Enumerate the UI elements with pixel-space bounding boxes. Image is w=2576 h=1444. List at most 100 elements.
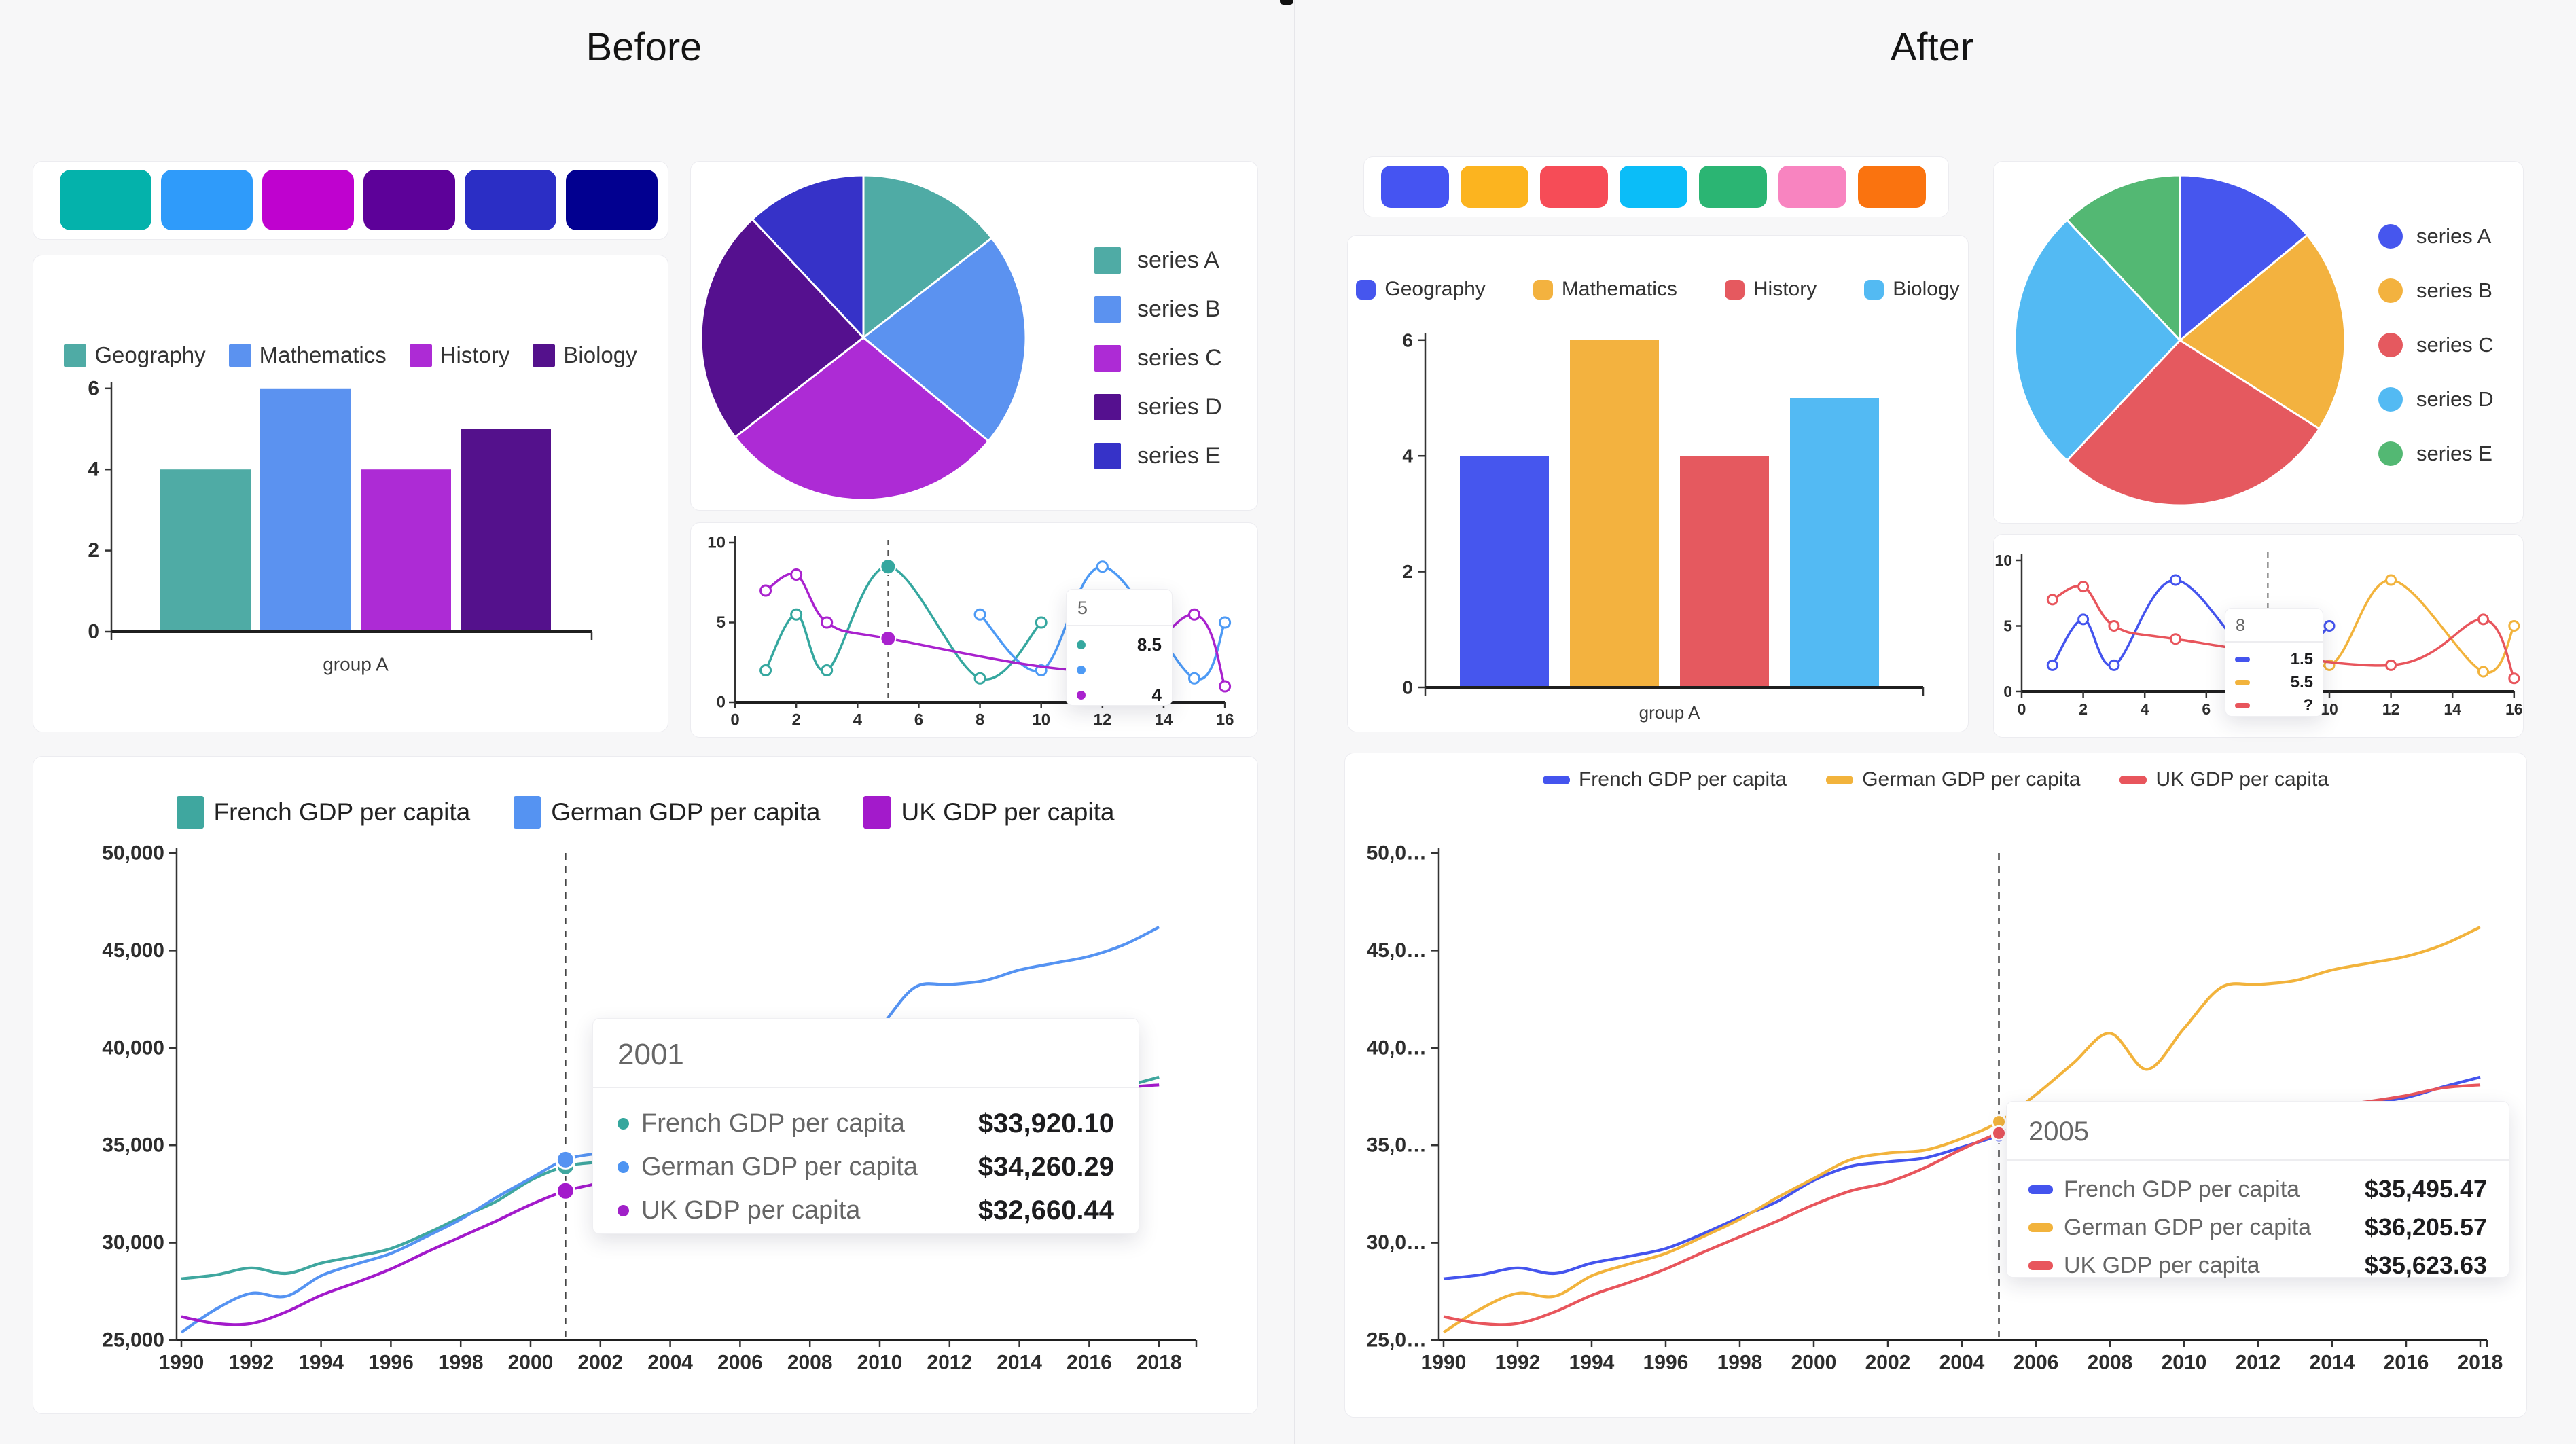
svg-text:1998: 1998: [438, 1352, 484, 1374]
svg-text:2: 2: [2079, 700, 2088, 718]
tooltip-value: 5.5: [2290, 673, 2313, 691]
legend-item-series-b[interactable]: series B: [1094, 296, 1222, 323]
legend-item-series-a[interactable]: series A: [2378, 224, 2494, 249]
tooltip-row: German GDP per capita $36,205.57: [2028, 1208, 2487, 1246]
after-pie-chart-canvas[interactable]: [1994, 162, 2523, 523]
legend-item-french-gdp[interactable]: French GDP per capita: [176, 796, 470, 829]
palette-swatch[interactable]: [1381, 166, 1449, 208]
legend-item-german-gdp[interactable]: German GDP per capita: [1826, 768, 2080, 791]
legend-item-history[interactable]: History: [409, 342, 509, 368]
svg-text:2008: 2008: [2088, 1352, 2133, 1374]
svg-text:12: 12: [1093, 711, 1111, 729]
legend-item-uk-gdp[interactable]: UK GDP per capita: [2119, 768, 2329, 791]
svg-text:1990: 1990: [1421, 1352, 1467, 1374]
svg-text:0: 0: [88, 621, 99, 643]
series-dot-icon: [2028, 1261, 2053, 1270]
svg-text:14: 14: [2444, 700, 2461, 718]
legend-label: History: [1753, 278, 1817, 300]
legend-label: German GDP per capita: [1862, 768, 2081, 791]
svg-text:2018: 2018: [2458, 1352, 2503, 1374]
palette-swatch[interactable]: [1540, 166, 1608, 208]
svg-text:5: 5: [717, 613, 726, 632]
legend-item-french-gdp[interactable]: French GDP per capita: [1542, 768, 1787, 791]
legend-item-german-gdp[interactable]: German GDP per capita: [514, 796, 820, 829]
after-pie-card: series A series B series C series D seri…: [1993, 161, 2524, 524]
after-mini-line-card: 0 5 10 0 2 4 6 8 10 12 14 16 8 1.5 5.5 ?: [1993, 534, 2524, 738]
svg-text:2014: 2014: [997, 1352, 1042, 1374]
legend-item-biology[interactable]: Biology: [533, 342, 637, 368]
palette-swatch[interactable]: [161, 170, 253, 230]
legend-swatch-icon: [1094, 443, 1121, 469]
legend-item-series-d[interactable]: series D: [1094, 394, 1222, 420]
legend-item-series-c[interactable]: series C: [2378, 333, 2494, 357]
legend-swatch-icon: [176, 796, 204, 829]
legend-item-series-e[interactable]: series E: [2378, 441, 2494, 466]
legend-item-series-c[interactable]: series C: [1094, 345, 1222, 372]
series-dot-icon: [618, 1161, 629, 1173]
legend-item-mathematics[interactable]: Mathematics: [228, 342, 387, 368]
svg-text:30,000: 30,000: [102, 1231, 164, 1254]
legend-item-history[interactable]: History: [1724, 278, 1817, 301]
tooltip-row: 1.5: [2235, 648, 2313, 671]
palette-swatch[interactable]: [262, 170, 354, 230]
svg-text:2: 2: [1402, 561, 1413, 582]
palette-swatch[interactable]: [566, 170, 658, 230]
series-dot-icon: [618, 1204, 629, 1216]
after-palette-card: [1363, 156, 1949, 217]
legend-item-biology[interactable]: Biology: [1864, 278, 1960, 301]
legend-label: series C: [2416, 333, 2494, 357]
before-mini-line-canvas[interactable]: 0 5 10 0 2 4 6 8 10 12 14 16: [691, 523, 1257, 737]
legend-item-geography[interactable]: Geography: [1356, 278, 1486, 301]
svg-text:10: 10: [1994, 552, 2012, 569]
before-bar-chart-canvas[interactable]: 0 2 4 6 group A: [33, 255, 668, 732]
after-pie-legend: series A series B series C series D seri…: [2378, 224, 2494, 466]
after-mini-tooltip: 8 1.5 5.5 ?: [2225, 608, 2323, 717]
before-pie-chart-canvas[interactable]: [691, 162, 1257, 510]
legend-label: UK GDP per capita: [2155, 768, 2329, 791]
after-bar-legend: Geography Mathematics History Biology: [1348, 278, 1968, 301]
palette-swatch[interactable]: [1778, 166, 1846, 208]
legend-item-series-e[interactable]: series E: [1094, 443, 1222, 469]
legend-item-mathematics[interactable]: Mathematics: [1533, 278, 1677, 301]
after-gdp-chart-canvas[interactable]: 25,0… 30,0… 35,0… 40,0… 45,0… 50,0… 1990 1992 19…: [1345, 753, 2526, 1417]
palette-swatch[interactable]: [465, 170, 556, 230]
tooltip-title: 2005: [2007, 1102, 2509, 1161]
legend-label: Mathematics: [1561, 278, 1677, 300]
tooltip-title: 8: [2225, 609, 2323, 643]
svg-text:2000: 2000: [508, 1352, 554, 1374]
legend-label: series D: [2416, 387, 2494, 411]
palette-swatch[interactable]: [1858, 166, 1926, 208]
legend-item-series-d[interactable]: series D: [2378, 387, 2494, 412]
svg-text:1996: 1996: [1643, 1352, 1689, 1374]
svg-text:30,0…: 30,0…: [1367, 1231, 1427, 1254]
svg-text:1992: 1992: [228, 1352, 274, 1374]
palette-swatch[interactable]: [60, 170, 151, 230]
before-palette-row: [60, 170, 658, 230]
legend-item-geography[interactable]: Geography: [64, 342, 206, 368]
palette-swatch[interactable]: [1461, 166, 1528, 208]
palette-swatch[interactable]: [363, 170, 455, 230]
legend-swatch-icon: [2378, 224, 2403, 249]
palette-swatch[interactable]: [1699, 166, 1767, 208]
palette-swatch[interactable]: [1620, 166, 1687, 208]
tooltip-row: French GDP per capita $33,920.10: [618, 1102, 1114, 1145]
after-bar-chart-canvas[interactable]: 0 2 4 6 group A: [1348, 236, 1968, 732]
svg-text:40,000: 40,000: [102, 1036, 164, 1059]
legend-item-series-a[interactable]: series A: [1094, 247, 1222, 274]
after-gdp-tooltip: 2005 French GDP per capita $35,495.47 Ger…: [2006, 1101, 2509, 1279]
tooltip-value: $32,660.44: [978, 1195, 1114, 1225]
svg-text:2006: 2006: [717, 1352, 763, 1374]
series-dot-icon: [1077, 691, 1086, 700]
legend-label: series B: [1137, 296, 1221, 322]
legend-item-uk-gdp[interactable]: UK GDP per capita: [863, 796, 1114, 829]
legend-swatch-icon: [533, 344, 556, 367]
legend-swatch-icon: [1826, 775, 1854, 784]
series-dot-icon: [2235, 680, 2250, 685]
legend-swatch-icon: [228, 344, 251, 367]
legend-item-series-b[interactable]: series B: [2378, 278, 2494, 303]
svg-text:4: 4: [1402, 446, 1413, 467]
legend-label: series D: [1137, 394, 1222, 420]
svg-text:50,000: 50,000: [102, 842, 164, 865]
tooltip-value: 1.5: [2290, 650, 2313, 668]
